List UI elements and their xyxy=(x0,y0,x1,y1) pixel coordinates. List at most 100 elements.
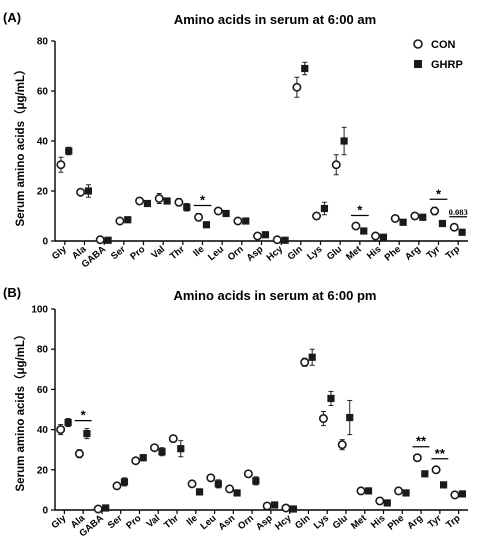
panel-a-ghrp-point xyxy=(320,204,329,213)
panel-b-con-point xyxy=(206,473,216,483)
panel-a-y-tick-label: 20 xyxy=(37,187,49,198)
panel-a-y-tick-label: 40 xyxy=(37,137,49,148)
panel-b-x-tick-label: Asp xyxy=(254,513,275,533)
panel-b-y-tick-label: 40 xyxy=(37,425,49,436)
panel-a-ghrp-point xyxy=(281,236,289,244)
panel-a-x-tick-label: Lys xyxy=(305,244,324,263)
panel-a-ghrp-point xyxy=(360,227,368,235)
panel-b-x-tick-label: Tyr xyxy=(426,513,444,531)
panel-a-con-point xyxy=(272,235,282,245)
panel-b-x-tick-label: Asn xyxy=(216,513,237,533)
panel-b-x-tick-label: Ile xyxy=(185,513,200,528)
panel-a-x-tick-label: Orn xyxy=(226,244,246,263)
panel-b-ghrp-point xyxy=(271,501,279,509)
legend: CON GHRP xyxy=(413,39,463,71)
panel-a-ghrp-point xyxy=(143,199,152,208)
panel-b-x-tick-label: Hcy xyxy=(273,512,294,532)
panel-a-ghrp-point xyxy=(379,233,388,241)
panel-a-ghrp-point xyxy=(202,221,211,229)
panel-b-y-tick-label: 0 xyxy=(42,506,48,517)
panel-a-y-axis-label: Serum amino acids（μg/mL） xyxy=(13,64,27,227)
panel-a-ghrp-point xyxy=(163,197,171,205)
panel-b-significance-label: * xyxy=(81,408,87,423)
panel-a-x-tick-label: Trp xyxy=(444,244,463,262)
panel-a-con-point xyxy=(312,211,322,221)
panel-a-significance-label: * xyxy=(436,186,442,201)
panel-b-ghrp-point xyxy=(233,489,241,497)
panel-a-ghrp-point xyxy=(301,64,309,73)
panel-a-x-tick-label: Ser xyxy=(109,244,128,262)
panel-b-chart: (B) Amino acids in serum at 6:00 pm Seru… xyxy=(3,285,468,539)
panel-b-con-point xyxy=(356,486,366,496)
panel-a-con-point xyxy=(449,222,459,232)
panel-a-ghrp-point xyxy=(242,217,250,225)
panel-b-ghrp-point xyxy=(177,445,185,453)
panel-b-con-point xyxy=(431,465,441,475)
panel-a-x-tick-label: Tyr xyxy=(425,244,443,262)
panel-b-ghrp-point xyxy=(364,487,373,495)
panel-a-con-point xyxy=(213,206,223,216)
panel-a-ghrp-point xyxy=(261,231,270,239)
panel-a-x-tick-label: Hcy xyxy=(265,243,286,263)
panel-a-con-point xyxy=(390,214,400,224)
panel-a-ghrp-point xyxy=(419,213,427,221)
panel-b-label: (B) xyxy=(3,285,21,300)
legend-ghrp-marker xyxy=(414,60,422,68)
panel-a-x-tick-label: Leu xyxy=(206,244,226,263)
legend-con-label: CON xyxy=(431,39,456,51)
panel-b-con-point xyxy=(168,434,178,444)
panel-b-x-tick-label: Arg xyxy=(405,513,425,532)
panel-a-x-tick-label: Gln xyxy=(286,244,305,263)
panel-b-con-point xyxy=(225,484,235,494)
panel-a-x-tick-label: Asp xyxy=(245,244,266,264)
panel-b-con-point xyxy=(262,501,272,511)
panel-a-title: Amino acids in serum at 6:00 am xyxy=(174,12,376,27)
panel-a-x-tick-label: Gly xyxy=(50,243,69,262)
panel-b-con-point xyxy=(300,357,310,367)
panel-b-x-tick-label: His xyxy=(369,513,387,531)
panel-a-con-point xyxy=(56,160,66,170)
panel-b-con-point xyxy=(112,481,122,491)
legend-ghrp-label: GHRP xyxy=(431,59,463,71)
panel-b-y-tick-label: 20 xyxy=(37,465,49,476)
panel-b-con-point xyxy=(56,425,66,435)
panel-a-label: (A) xyxy=(3,10,21,25)
panel-b-x-tick-label: Gln xyxy=(293,513,312,532)
panel-b-x-tick-label: Thr xyxy=(162,513,181,531)
panel-a-ghrp-point xyxy=(104,236,112,244)
panel-b-con-point xyxy=(74,449,84,459)
panel-a-significance-label: 0.083 xyxy=(449,207,468,217)
panel-a-x-tick-label: His xyxy=(365,244,383,262)
panel-a-ghrp-point xyxy=(183,203,191,211)
panel-a-x-tick-label: Phe xyxy=(383,244,403,264)
panel-a-con-point xyxy=(174,197,184,207)
panel-a-con-point xyxy=(371,231,381,241)
panel-b-ghrp-point xyxy=(439,481,448,489)
panel-b-ghrp-point xyxy=(83,430,91,438)
panel-b-ghrp-point xyxy=(402,489,410,497)
panel-a-ghrp-point xyxy=(458,228,466,236)
panel-a-con-point xyxy=(430,206,440,216)
panel-a-con-point xyxy=(194,212,204,222)
panel-a-x-tick-label: Met xyxy=(344,243,364,262)
panel-b-x-tick-label: Trp xyxy=(444,513,463,531)
panel-a-con-point xyxy=(76,187,86,197)
panel-b-con-point xyxy=(93,504,103,514)
panel-b-x-tick-label: Phe xyxy=(386,513,406,533)
panel-a-con-point xyxy=(135,196,145,206)
legend-con-marker xyxy=(413,39,423,49)
panel-b-ghrp-point xyxy=(120,478,129,486)
panel-a-con-point xyxy=(253,231,263,241)
panel-b-ghrp-point xyxy=(346,413,354,422)
panel-b-y-tick-label: 60 xyxy=(37,385,49,396)
panel-a-significance-label: * xyxy=(200,193,206,208)
panel-a-x-tick-label: Pro xyxy=(128,244,147,263)
panel-b-con-point xyxy=(412,453,422,463)
panel-b-x-tick-label: Met xyxy=(349,512,369,531)
panel-b-x-tick-label: Leu xyxy=(198,513,218,532)
panel-a-con-point xyxy=(95,235,105,245)
panel-a-con-point xyxy=(410,211,420,221)
panel-b-ghrp-point xyxy=(102,504,110,512)
panel-a-con-point xyxy=(233,216,243,226)
panel-b-ghrp-point xyxy=(252,477,260,485)
